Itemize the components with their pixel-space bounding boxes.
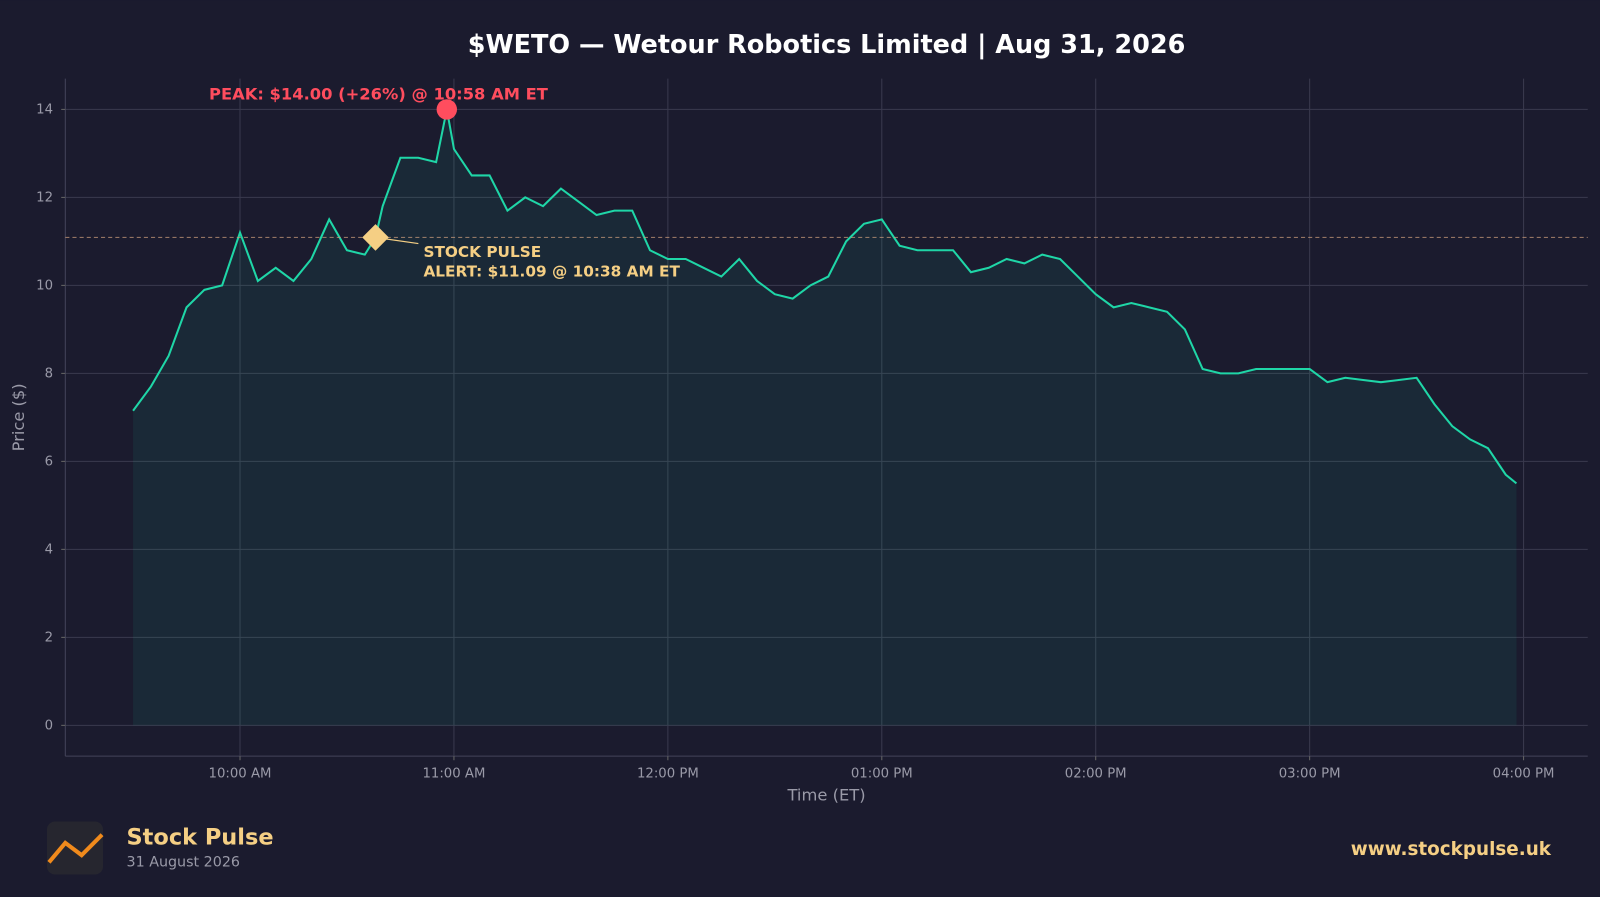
y-tick-label: 2: [45, 630, 53, 645]
x-tick-label: 12:00 PM: [637, 767, 699, 782]
peak-marker: [436, 99, 458, 120]
x-tick-label: 03:00 PM: [1279, 767, 1341, 782]
y-tick-label: 10: [36, 278, 53, 293]
footer-date: 31 August 2026: [127, 854, 240, 870]
price-line: [132, 109, 1518, 485]
alert-label: STOCK PULSE: [423, 243, 541, 261]
y-tick-label: 12: [36, 190, 53, 205]
y-tick-label: 8: [45, 366, 53, 381]
area: [133, 109, 1517, 726]
alert-marker: [362, 224, 389, 251]
peak-label: PEAK: $14.00 (+26%) @ 10:58 AM ET: [209, 85, 549, 104]
chart-title: $WETO — Wetour Robotics Limited | Aug 31…: [468, 30, 1186, 60]
x-tick-label: 11:00 AM: [422, 767, 485, 782]
y-tick-label: 6: [45, 454, 53, 469]
brand: Stock Pulse: [127, 824, 274, 850]
logo: [46, 821, 104, 875]
x-tick-label: 01:00 PM: [851, 767, 913, 782]
x-axis-label: Time (ET): [786, 785, 865, 804]
website: www.stockpulse.uk: [1351, 839, 1552, 860]
x-tick-label: 10:00 AM: [209, 767, 272, 782]
y-tick-label: 4: [45, 542, 53, 557]
y-tick-label: 14: [36, 102, 53, 117]
y-tick-label: 0: [45, 718, 53, 733]
x-tick-label: 04:00 PM: [1493, 767, 1555, 782]
x-tick-label: 02:00 PM: [1065, 767, 1127, 782]
y-axis-label: Price ($): [9, 383, 28, 451]
alert-label: ALERT: $11.09 @ 10:38 AM ET: [423, 263, 680, 281]
